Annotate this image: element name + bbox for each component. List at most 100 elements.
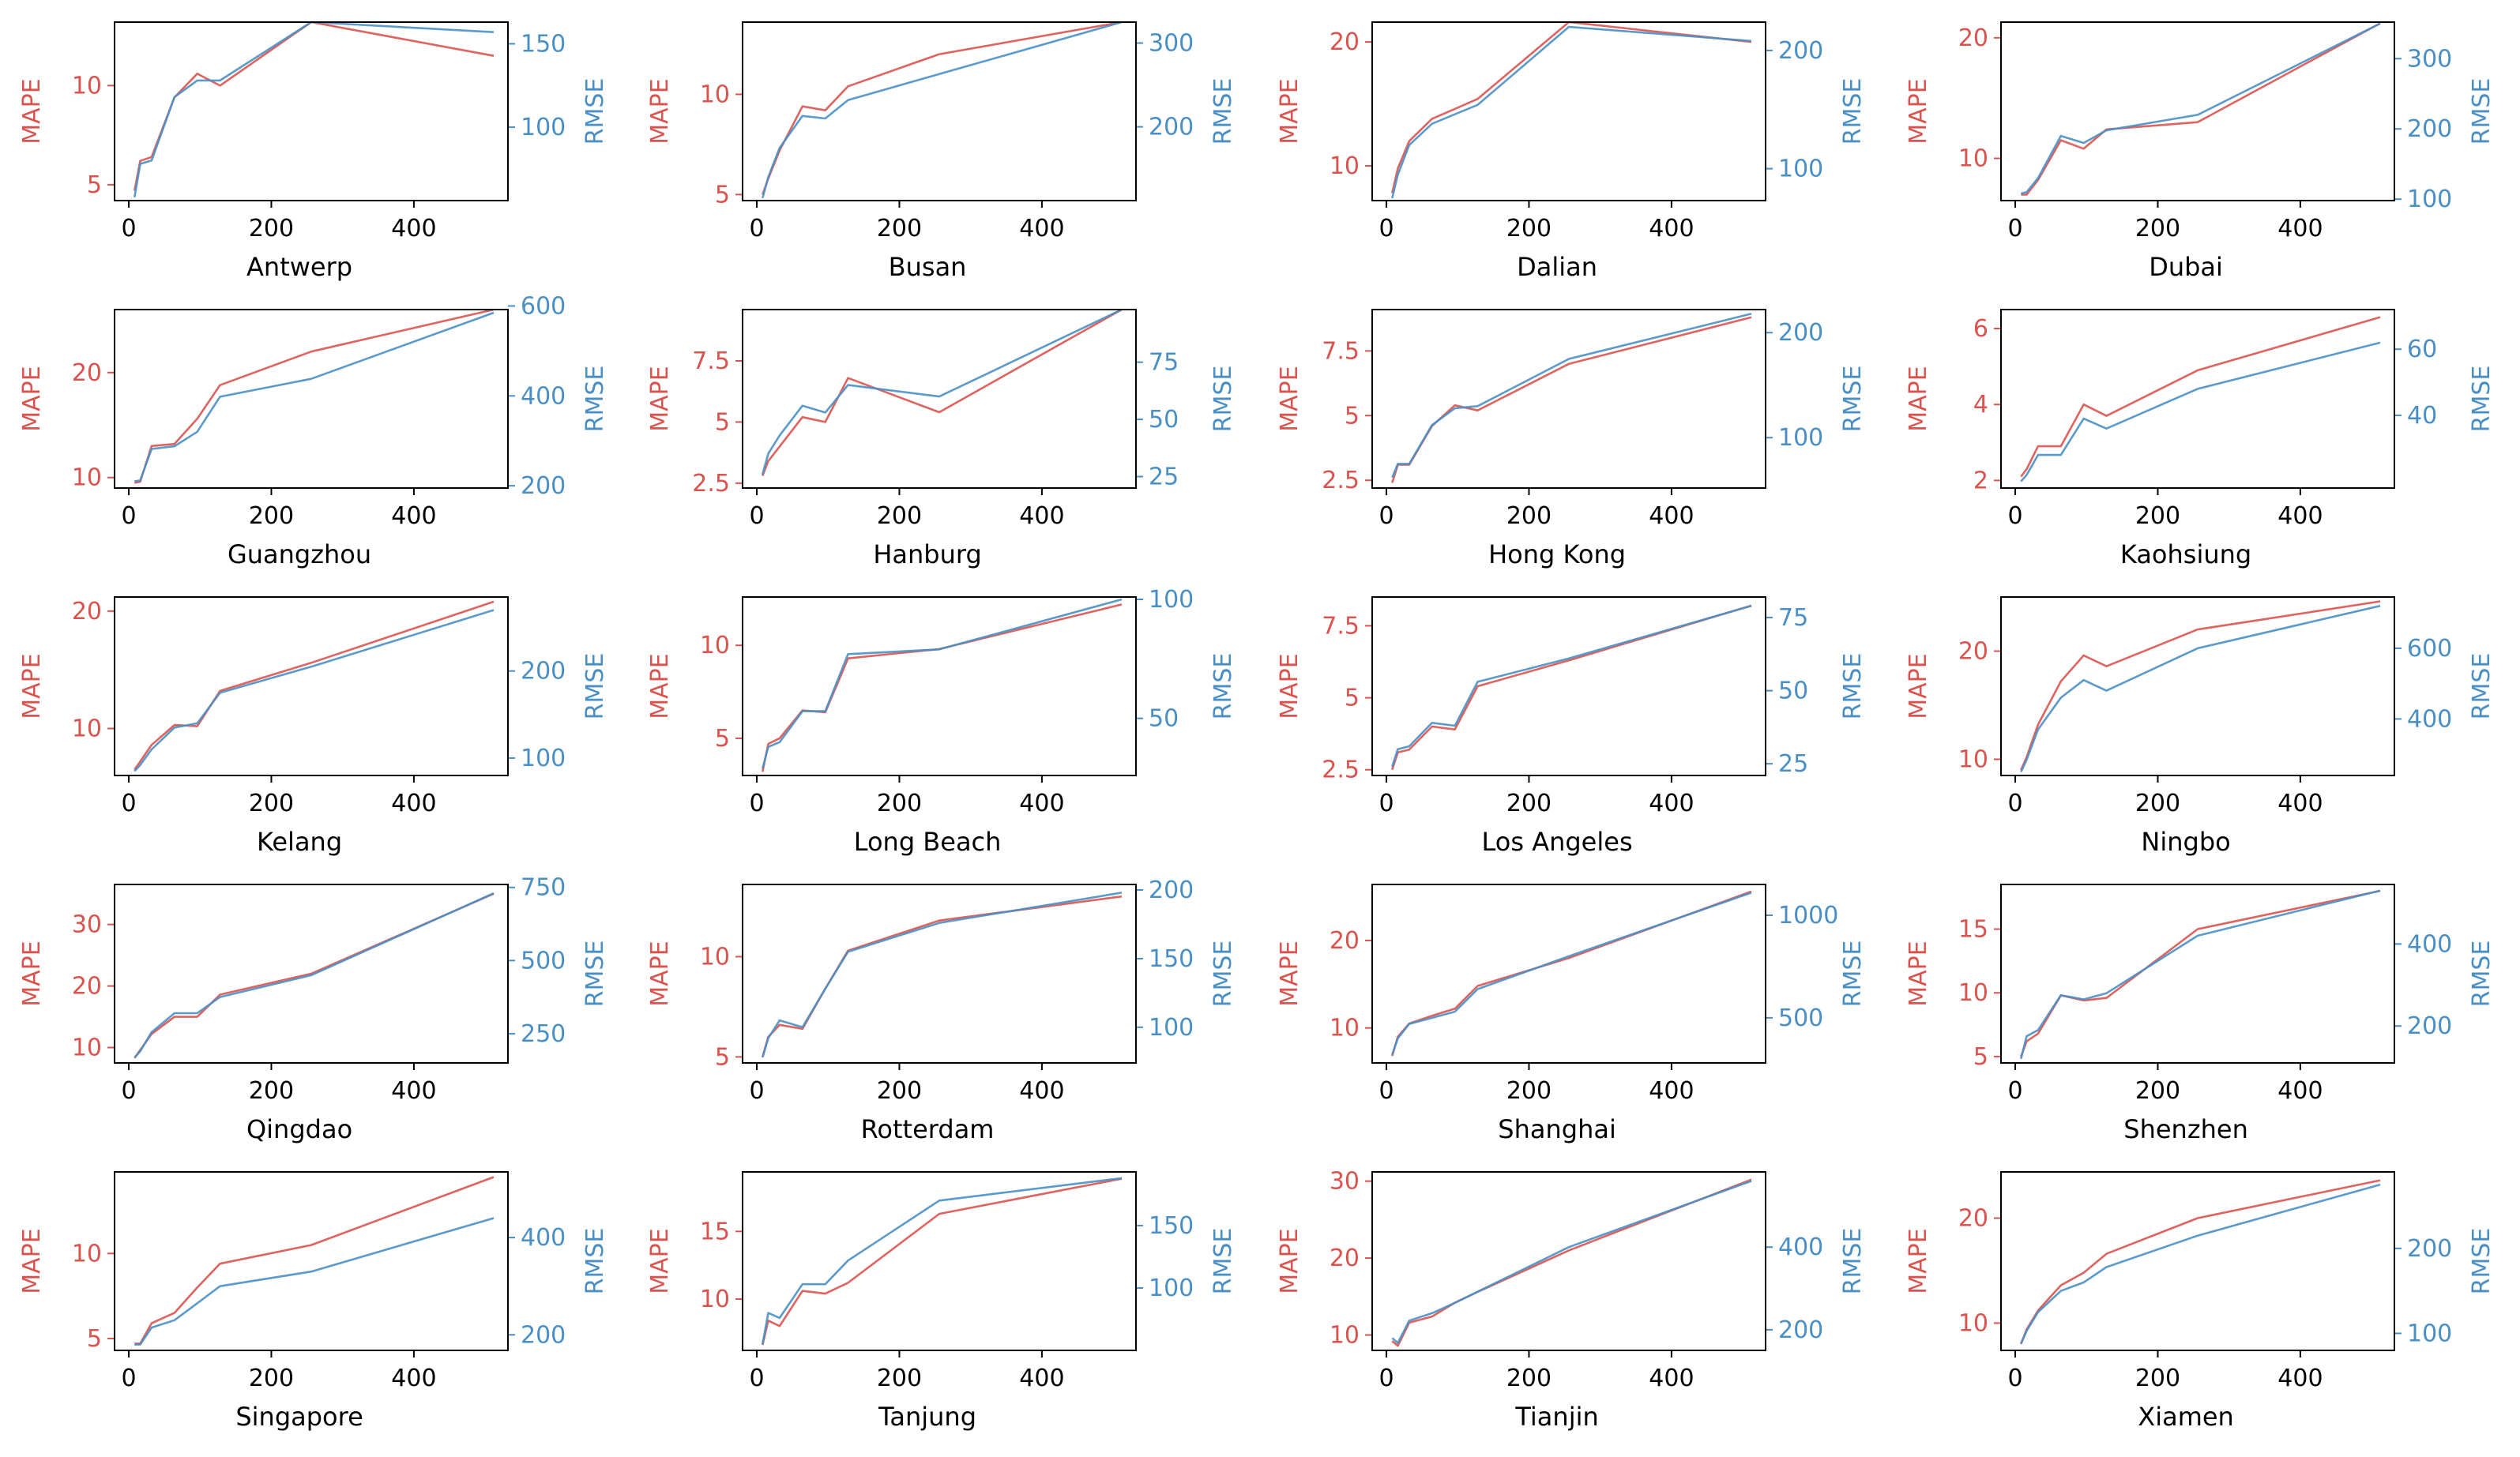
- x-tick-label: 0: [121, 502, 136, 530]
- y-left-tick-label: 6: [1973, 315, 1988, 343]
- series-line-mape: [2021, 22, 2381, 196]
- y-left-tick-label: 7.5: [692, 347, 730, 375]
- y-left-tick-label: 5: [1345, 402, 1360, 430]
- series-line-mape: [1391, 890, 1752, 1057]
- y-right-axis-label: RMSE: [581, 653, 609, 720]
- y-left-axis-label: MAPE: [646, 366, 674, 431]
- x-tick-label: 200: [249, 790, 294, 817]
- x-tick-label: 200: [249, 502, 294, 530]
- subplot-hanburg: 0 200 400 2.5 5 7.5 25 50 75 MAPE RMSE Hanburg: [646, 308, 1237, 569]
- y-left-tick-label: 20: [1958, 24, 1988, 52]
- y-right-tick-label: 200: [2407, 115, 2452, 143]
- plot-frame: [114, 21, 509, 201]
- y-right-tick-label: 200: [2407, 1235, 2452, 1263]
- y-left-tick-label: 5: [715, 725, 730, 753]
- x-tick-label: 0: [749, 1077, 764, 1105]
- y-right-axis-label: RMSE: [1839, 1228, 1867, 1295]
- y-right-axis-label: RMSE: [1209, 366, 1237, 433]
- y-left-tick-label: 5: [715, 1043, 730, 1071]
- x-tick-label: 200: [877, 1077, 922, 1105]
- y-right-tick-label: 200: [1778, 37, 1823, 65]
- y-left-tick-label: 10: [700, 1286, 730, 1313]
- y-left-tick-label: 5: [715, 181, 730, 208]
- series-line-rmse: [2020, 22, 2381, 195]
- y-left-tick-label: 2: [1973, 467, 1988, 494]
- y-right-axis-label: RMSE: [581, 78, 609, 145]
- y-right-axis-label: RMSE: [1839, 78, 1867, 145]
- x-tick-label: 0: [2007, 1077, 2022, 1105]
- x-tick-label: 400: [2277, 790, 2323, 817]
- plot-frame: [2000, 884, 2395, 1064]
- y-right-tick-label: 1000: [1778, 902, 1838, 929]
- subplot-busan: 0 200 400 5 10 200 300 MAPE RMSE Busan: [646, 21, 1237, 282]
- y-left-tick-label: 20: [72, 973, 102, 1001]
- x-tick-label: 0: [749, 502, 764, 530]
- series-line-rmse: [134, 609, 495, 772]
- series-line-mape: [2020, 316, 2381, 478]
- y-left-tick-label: 30: [1330, 1168, 1360, 1196]
- x-axis-label: Los Angeles: [1482, 827, 1633, 857]
- x-tick-label: 400: [1649, 502, 1694, 530]
- y-left-tick-label: 20: [1958, 1204, 1988, 1232]
- x-tick-label: 400: [391, 790, 436, 817]
- x-tick-label: 400: [1019, 1077, 1064, 1105]
- series-line-mape: [762, 21, 1123, 195]
- subplot-tanjung: 0 200 400 10 15 100 150 MAPE RMSE Tanjung: [646, 1171, 1237, 1432]
- subplot-dubai: 0 200 400 10 20 100 200 300 MAPE RMSE Dubai: [1905, 21, 2496, 282]
- y-left-axis-label: MAPE: [18, 1228, 46, 1294]
- x-tick-label: 200: [249, 1077, 294, 1105]
- x-tick-label: 400: [1019, 215, 1064, 242]
- x-tick-label: 400: [391, 502, 436, 530]
- subplot-kaohsiung: 0 200 400 2 4 6 40 60 MAPE RMSE Kaohsiung: [1905, 309, 2496, 569]
- x-tick-label: 0: [121, 1077, 136, 1105]
- y-left-tick-label: 2.5: [1322, 467, 1360, 494]
- x-tick-label: 400: [1019, 502, 1064, 530]
- x-axis-label: Xiamen: [2138, 1402, 2234, 1432]
- plot-frame: [114, 596, 509, 776]
- x-tick-label: 0: [2007, 790, 2022, 817]
- x-axis-label: Busan: [889, 252, 967, 282]
- x-tick-label: 200: [2135, 1077, 2180, 1105]
- y-left-tick-label: 20: [72, 359, 102, 387]
- series-line-mape: [1391, 1178, 1752, 1347]
- y-left-tick-label: 10: [700, 943, 730, 971]
- x-tick-label: 400: [2277, 215, 2323, 242]
- x-tick-label: 400: [391, 1365, 436, 1392]
- plot-frame: [2000, 309, 2395, 489]
- y-left-axis-label: MAPE: [646, 941, 674, 1006]
- x-tick-label: 0: [2007, 1365, 2022, 1392]
- y-right-tick-label: 200: [1149, 114, 1194, 141]
- x-tick-label: 0: [1378, 502, 1394, 530]
- series-line-rmse: [762, 21, 1123, 199]
- y-right-tick-label: 200: [521, 472, 566, 500]
- series-line-rmse: [1391, 1180, 1752, 1344]
- y-right-tick-label: 50: [1778, 678, 1808, 705]
- plot-frame: [742, 596, 1137, 776]
- y-right-tick-label: 600: [2407, 635, 2452, 663]
- x-tick-label: 0: [1378, 1365, 1394, 1392]
- plot-frame: [114, 884, 509, 1064]
- x-axis-label: Guangzhou: [228, 539, 371, 569]
- x-tick-label: 0: [1378, 215, 1394, 242]
- y-left-axis-label: MAPE: [18, 653, 46, 719]
- x-tick-label: 0: [2007, 215, 2022, 242]
- x-tick-label: 0: [121, 215, 136, 242]
- y-right-tick-label: 60: [2407, 336, 2437, 363]
- y-right-axis-label: RMSE: [2468, 653, 2496, 720]
- y-right-tick-label: 400: [521, 1224, 566, 1252]
- plot-frame: [1371, 596, 1766, 776]
- y-right-axis-label: RMSE: [1839, 653, 1867, 720]
- series-line-rmse: [2020, 341, 2381, 483]
- series-line-mape: [762, 308, 1123, 476]
- series-line-rmse: [134, 1217, 495, 1346]
- y-left-tick-label: 10: [700, 81, 730, 108]
- x-tick-label: 400: [1019, 790, 1064, 817]
- y-left-tick-label: 10: [72, 464, 102, 492]
- series-line-mape: [134, 308, 495, 484]
- plot-frame: [114, 1171, 509, 1351]
- y-right-axis-label: RMSE: [1209, 941, 1237, 1008]
- y-right-tick-label: 750: [521, 874, 566, 902]
- x-tick-label: 0: [121, 1365, 136, 1392]
- x-axis-label: Dalian: [1517, 252, 1597, 282]
- x-tick-label: 200: [877, 790, 922, 817]
